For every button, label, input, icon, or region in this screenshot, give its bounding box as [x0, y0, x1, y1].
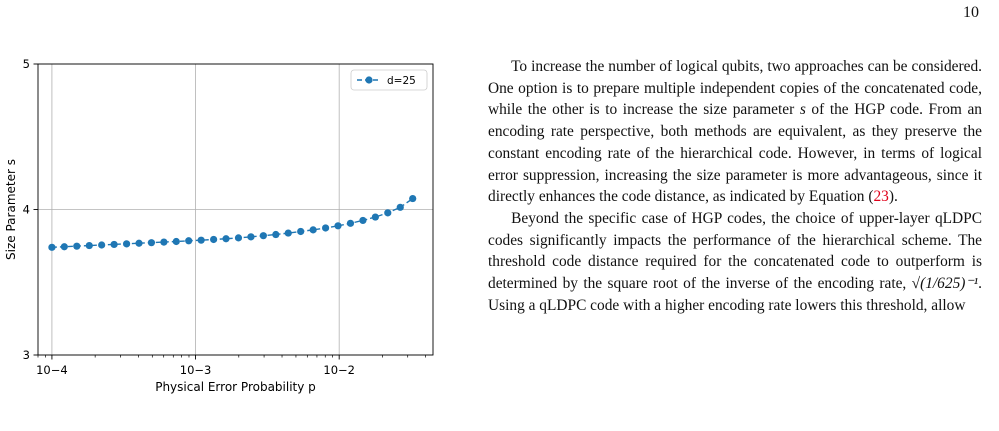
data-point: [259, 232, 267, 240]
x-tick-label: 10−3: [180, 363, 212, 377]
data-point: [272, 230, 280, 239]
size-parameter-figure: 10−4 10−3 10−2 3 4 5 Physical Error Probabilit…: [0, 50, 460, 431]
p2-text-a: Beyond the specific case of HGP codes, t…: [488, 209, 982, 293]
x-axis-label: Physical Error Probability p: [155, 380, 316, 394]
legend-label: d=25: [387, 75, 416, 87]
body-text: To increase the number of logical qubits…: [488, 56, 982, 316]
data-point: [309, 226, 317, 234]
data-point: [346, 219, 355, 227]
series-line: [51, 198, 414, 249]
paragraph-logical-qubits: To increase the number of logical qubits…: [488, 56, 982, 208]
x-tick-label: 10−4: [36, 363, 68, 377]
legend-marker: [365, 76, 373, 84]
data-point: [48, 243, 56, 251]
data-point: [122, 240, 131, 248]
data-point: [321, 224, 330, 232]
data-point: [172, 237, 180, 246]
data-point: [247, 233, 255, 241]
legend-box: [350, 69, 428, 91]
data-point: [60, 243, 68, 251]
page-number: 10: [963, 4, 979, 21]
p1-symbol-s: s: [799, 101, 806, 119]
data-point: [359, 216, 367, 225]
data-point: [396, 203, 404, 211]
data-point: [371, 213, 379, 221]
p2-text-b: . Using a qLDPC code with a higher encod…: [488, 275, 982, 314]
data-point: [222, 235, 230, 243]
x-tick-label: 10−2: [323, 363, 355, 377]
data-point: [135, 239, 143, 247]
y-tick-label: 5: [23, 57, 30, 71]
data-point: [284, 229, 292, 237]
size-parameter-chart: 10−4 10−3 10−2 3 4 5 Physical Error Probabilit…: [4, 57, 434, 394]
data-point: [147, 239, 156, 247]
data-point: [185, 237, 193, 245]
data-point: [210, 235, 218, 244]
y-tick-label: 3: [23, 348, 30, 362]
p1-text-a: To increase the number of logical qubits…: [488, 58, 982, 119]
equation-reference[interactable]: 23: [873, 188, 889, 206]
data-point: [73, 242, 81, 250]
y-tick-label: 4: [23, 203, 30, 217]
data-point: [110, 240, 118, 249]
threshold-formula: √(1/625)⁻¹: [911, 275, 979, 293]
data-point: [160, 238, 168, 246]
y-axis-label: Size Parameter s: [4, 159, 18, 260]
data-point: [85, 241, 93, 250]
data-point: [98, 241, 106, 249]
data-point: [197, 236, 205, 244]
data-point: [234, 234, 243, 242]
data-point: [409, 194, 417, 203]
plot-frame: [37, 63, 434, 356]
paragraph-qldpc-choice: Beyond the specific case of HGP codes, t…: [488, 208, 982, 317]
data-point: [334, 222, 342, 230]
data-point: [297, 227, 305, 236]
p1-text-c: ).: [888, 188, 898, 206]
data-point: [384, 209, 392, 217]
p1-text-b: of the HGP code. From an encoding rate p…: [488, 101, 982, 206]
